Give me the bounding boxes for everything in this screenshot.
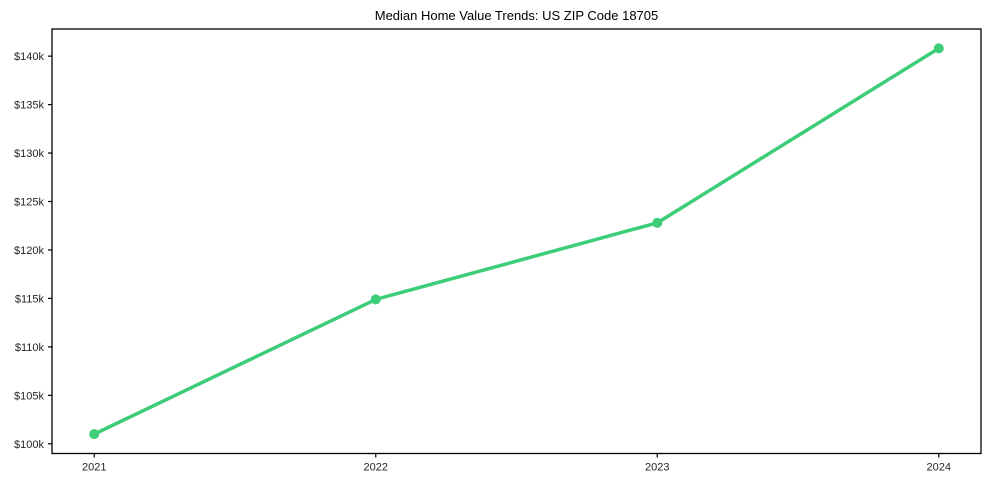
x-tick-label: 2024 (927, 462, 951, 474)
x-tick-label: 2021 (82, 462, 106, 474)
y-tick-label: $130k (14, 148, 44, 160)
data-point-marker (933, 43, 944, 54)
plot-border (51, 28, 982, 455)
data-point-marker (370, 294, 381, 305)
y-tick-label: $110k (15, 342, 45, 354)
chart-title: Median Home Value Trends: US ZIP Code 18… (374, 8, 659, 23)
y-tick-label: $120k (14, 245, 44, 257)
x-tick-label: 2023 (645, 462, 669, 474)
x-tick-label: 2022 (364, 462, 388, 474)
data-point-marker (89, 429, 100, 440)
y-tick-label: $105k (14, 390, 44, 402)
y-tick-label: $125k (14, 197, 44, 209)
data-point-marker (652, 217, 663, 228)
y-tick-label: $140k (14, 51, 44, 63)
y-tick-label: $135k (14, 100, 44, 112)
trend-line (92, 46, 941, 436)
y-tick-label: $115k (15, 293, 45, 305)
y-tick-label: $100k (14, 439, 44, 451)
